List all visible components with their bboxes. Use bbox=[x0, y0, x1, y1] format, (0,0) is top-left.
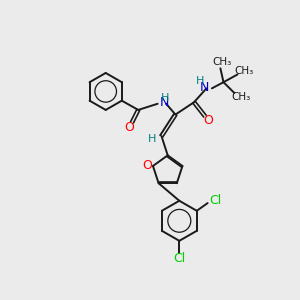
Text: H: H bbox=[196, 76, 204, 86]
Text: CH₃: CH₃ bbox=[212, 57, 232, 67]
Text: O: O bbox=[124, 121, 134, 134]
Text: CH₃: CH₃ bbox=[231, 92, 250, 102]
Text: Cl: Cl bbox=[209, 194, 221, 207]
Text: O: O bbox=[142, 160, 152, 172]
Text: O: O bbox=[203, 114, 213, 127]
Text: Cl: Cl bbox=[173, 252, 185, 265]
Text: N: N bbox=[160, 97, 169, 110]
Text: H: H bbox=[148, 134, 156, 144]
Text: CH₃: CH₃ bbox=[234, 66, 253, 76]
Text: H: H bbox=[161, 93, 170, 103]
Text: N: N bbox=[200, 81, 210, 94]
